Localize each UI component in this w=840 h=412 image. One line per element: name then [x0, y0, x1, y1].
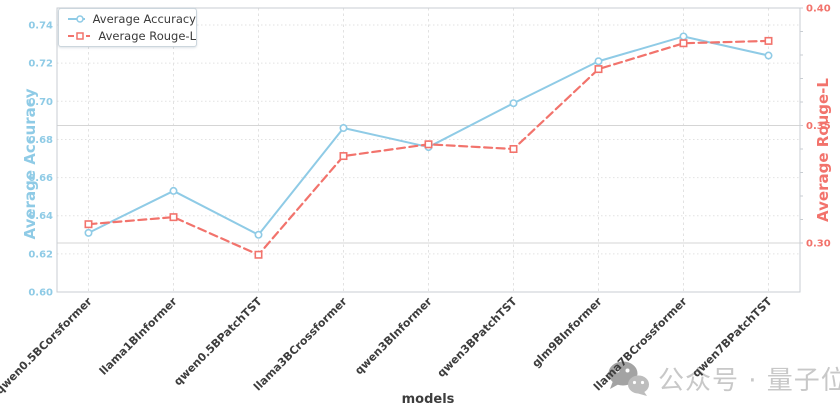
x-tick-label: llama3BCrossformer — [251, 295, 350, 394]
accuracy-data-marker — [594, 57, 603, 66]
watermark: 公众号 · 量子位 — [606, 360, 840, 396]
x-tick-label: qwen0.5BPatchTST — [171, 295, 265, 389]
rouge-data-marker — [509, 145, 518, 154]
accuracy-data-marker — [509, 99, 518, 108]
accuracy-data-marker — [169, 186, 178, 195]
rouge-data-marker — [764, 36, 773, 45]
x-tick-label: llama7BCrossformer — [591, 295, 690, 394]
left-tick-label: 0.74 — [28, 21, 53, 32]
legend-label-accuracy: Average Accuracy — [92, 12, 196, 26]
right-tick-label: 0.35 — [806, 121, 831, 132]
legend-marker-accuracy-icon — [68, 15, 85, 23]
rouge-data-marker — [679, 39, 688, 48]
legend: Average Accuracy Average Rouge-L — [58, 8, 197, 47]
rouge-data-marker — [424, 140, 433, 149]
accuracy-data-marker — [84, 228, 93, 237]
accuracy-data-marker — [254, 230, 263, 239]
right-tick-label: 0.30 — [806, 239, 831, 250]
left-tick-label: 0.72 — [28, 59, 53, 70]
right-tick-label: 0.40 — [806, 4, 831, 15]
rouge-data-marker — [169, 213, 178, 222]
watermark-text: 公众号 · 量子位 — [658, 365, 840, 396]
x-tick-label: qwen3BInformer — [352, 295, 435, 378]
right-axis-title: Average Rouge-L — [814, 78, 832, 222]
legend-item-accuracy: Average Accuracy — [67, 12, 196, 27]
accuracy-data-marker — [679, 32, 688, 41]
left-tick-label: 0.60 — [28, 288, 53, 299]
x-tick-label: qwen0.5BCorsformer — [0, 295, 95, 397]
legend-label-rouge: Average Rouge-L — [98, 29, 196, 43]
left-tick-label: 0.68 — [28, 135, 53, 146]
accuracy-data-marker — [339, 123, 348, 132]
left-tick-label: 0.64 — [28, 211, 53, 222]
rouge-data-marker — [594, 65, 603, 74]
accuracy-data-marker — [764, 51, 773, 60]
rouge-data-marker — [84, 220, 93, 229]
x-tick-label: qwen3BPatchTST — [435, 295, 520, 380]
legend-item-rouge: Average Rouge-L — [67, 29, 196, 44]
left-axis-title: Average Accuracy — [21, 88, 39, 240]
left-tick-label: 0.62 — [28, 249, 53, 260]
plot-border — [56, 7, 801, 293]
x-tick-label: llama1BInformer — [97, 295, 180, 378]
x-tick-label: glm9BInformer — [530, 295, 605, 370]
wechat-icon — [608, 361, 649, 396]
left-tick-label: 0.70 — [28, 97, 53, 108]
rouge-data-marker — [339, 152, 348, 161]
rouge-data-marker — [254, 250, 263, 259]
x-axis-title: models — [401, 392, 455, 407]
left-tick-label: 0.66 — [28, 173, 53, 184]
x-tick-label: qwen7BPatchTST — [690, 295, 775, 380]
legend-marker-rouge-icon — [68, 32, 91, 40]
